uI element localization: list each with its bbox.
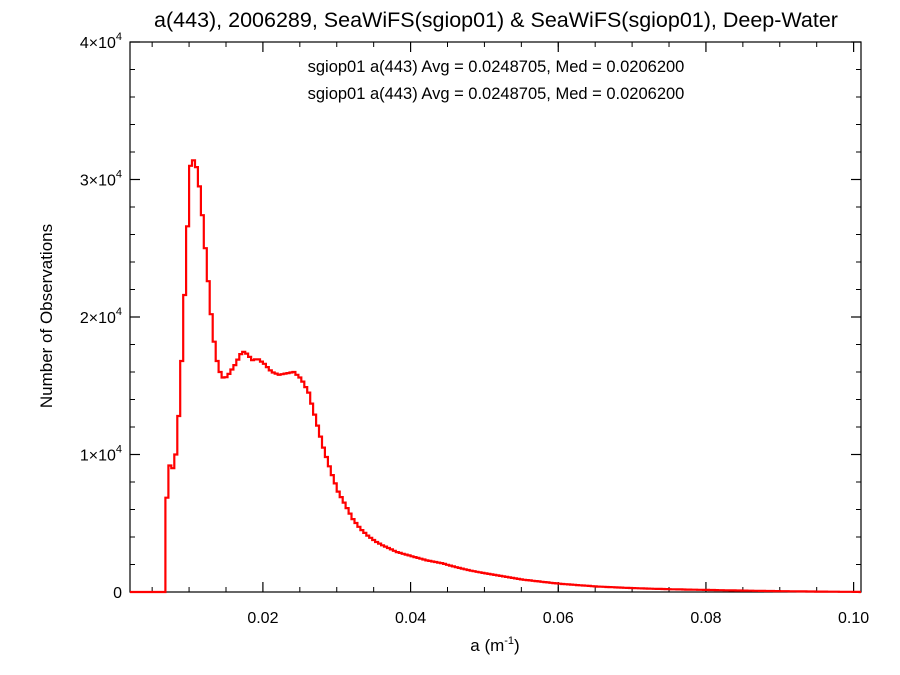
x-tick-label: 0.10 <box>838 610 869 627</box>
chart-title: a(443), 2006289, SeaWiFS(sgiop01) & SeaW… <box>154 8 838 32</box>
y-axis-label: Number of Observations <box>37 224 56 408</box>
x-axis-label-exponent: -1 <box>504 635 514 647</box>
x-axis: 0.02 0.04 0.06 0.08 0.10 <box>151 42 869 627</box>
x-tick-label: 0.04 <box>395 610 426 627</box>
y-tick-label-exponent: 4 <box>116 169 122 181</box>
annotation-red: sgiop01 a(443) Avg = 0.0248705, Med = 0.… <box>308 85 685 103</box>
plot-frame <box>129 41 862 593</box>
x-tick-label: 0.06 <box>543 610 574 627</box>
x-axis-label-base: a (m <box>470 636 504 655</box>
x-axis-label-close: ) <box>514 636 520 655</box>
y-tick-label-exponent: 4 <box>116 31 122 43</box>
y-tick-label-exponent: 4 <box>116 306 122 318</box>
y-tick-label: 3×104 <box>80 169 122 190</box>
y-tick-label: 2×104 <box>80 306 122 327</box>
x-tick-label: 0.08 <box>690 610 721 627</box>
y-tick-label-mantissa: 1×10 <box>80 448 116 465</box>
y-tick-label-mantissa: 4×10 <box>80 35 116 52</box>
x-axis-label: a (m-1) <box>470 635 519 655</box>
y-tick-label-exponent: 4 <box>116 444 122 456</box>
y-tick-label-mantissa: 3×10 <box>80 173 116 190</box>
y-tick-label-mantissa: 2×10 <box>80 310 116 327</box>
x-tick-label: 0.02 <box>247 610 278 627</box>
y-tick-label: 1×104 <box>80 444 122 465</box>
y-tick-label: 4×104 <box>80 31 122 52</box>
annotation-black: sgiop01 a(443) Avg = 0.0248705, Med = 0.… <box>308 58 685 76</box>
series-line <box>130 159 861 594</box>
y-tick-label: 0 <box>113 585 122 602</box>
